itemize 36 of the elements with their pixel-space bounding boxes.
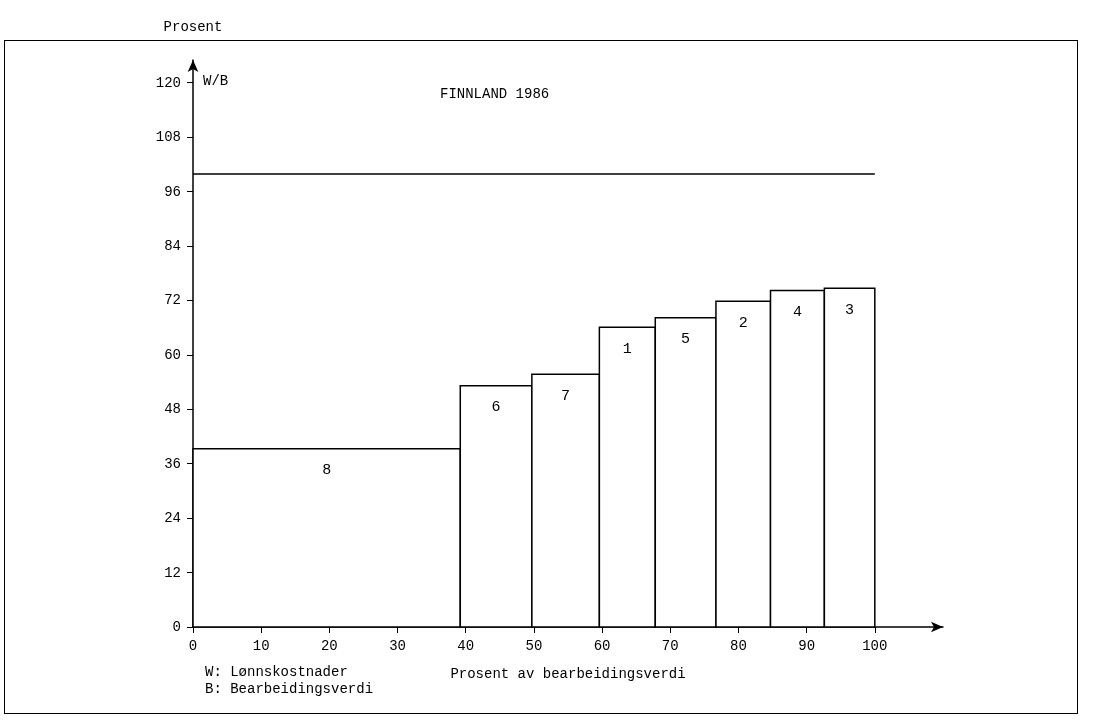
annotation: 3 [845, 301, 855, 319]
y-tick-label: 84 [164, 237, 181, 254]
x-tick-label: 60 [593, 638, 611, 654]
text: FINNLAND 1986 [440, 86, 550, 102]
y-tick-label: 120 [155, 74, 181, 91]
x-tick-label: 50 [525, 638, 543, 654]
x-tick-label: 30 [389, 638, 406, 654]
x-tick-label: 20 [320, 638, 338, 654]
annotation: 7 [561, 387, 571, 405]
x-tick-label: 70 [661, 638, 679, 654]
y-tick-label: 96 [164, 183, 181, 200]
x-axis-title: Prosent av bearbeidingsverdi [450, 666, 686, 682]
text: B: Bearbeidingsverdi [205, 681, 374, 697]
y-tick-label: 24 [164, 510, 181, 527]
y-tick-label: 48 [164, 401, 181, 418]
annotation: 5 [681, 331, 691, 349]
annotation: 6 [491, 399, 501, 417]
y-tick-label: 108 [155, 129, 181, 146]
annotation: 1 [622, 340, 632, 358]
y-tick-label: 60 [164, 346, 181, 363]
annotation: 4 [792, 303, 802, 321]
y-axis-title: Prosent [163, 19, 223, 35]
y-tick-label: 0 [172, 619, 181, 635]
x-tick-label: 80 [730, 638, 747, 654]
x-tick-label: 0 [188, 638, 198, 654]
x-tick-label: 10 [252, 638, 270, 654]
x-tick-label: 90 [798, 638, 816, 654]
y-tick-label: 72 [164, 292, 181, 309]
x-tick-label: 100 [862, 638, 888, 654]
annotation: W/B [203, 72, 229, 89]
annotation: 2 [738, 314, 748, 332]
y-tick-label: 36 [164, 455, 181, 472]
text: W: Lønnskostnader [205, 664, 348, 680]
annotation: 8 [322, 462, 332, 480]
x-tick-label: 40 [457, 638, 475, 654]
y-tick-label: 12 [164, 564, 181, 581]
